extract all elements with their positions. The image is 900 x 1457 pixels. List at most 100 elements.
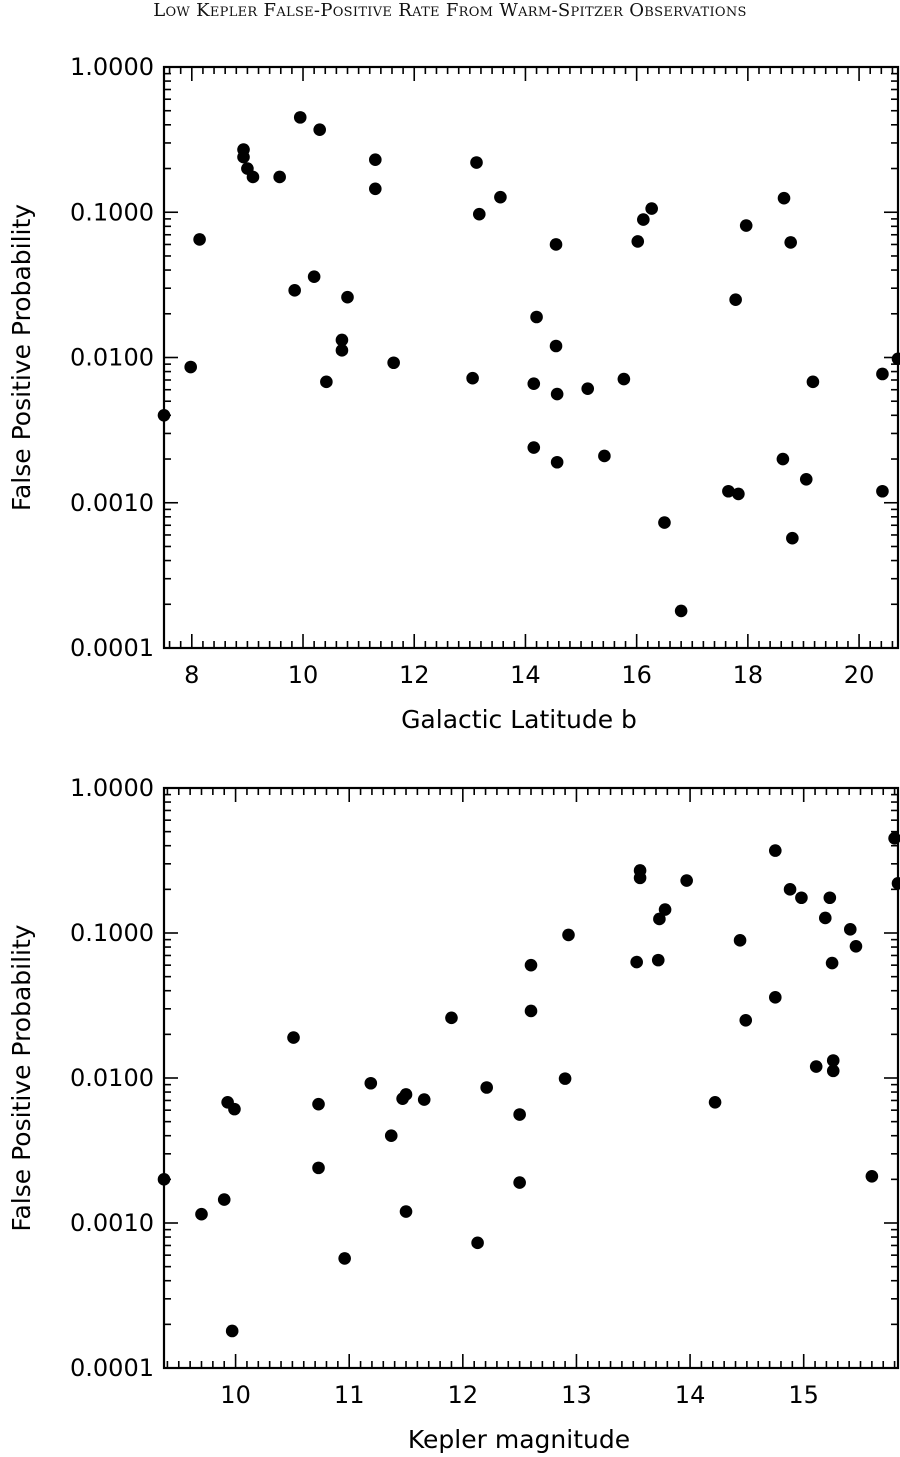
- running-head: Low Kepler False-Positive Rate From Warm…: [153, 0, 747, 21]
- latitude-data-point: [335, 333, 349, 347]
- magnitude-data-point: [818, 911, 832, 925]
- latitude-data-point: [237, 150, 250, 164]
- latitude-data-point: [784, 236, 797, 249]
- magnitude-x-tick-label: 10: [220, 1381, 251, 1409]
- magnitude-data-point: [524, 958, 538, 972]
- latitude-data-point: [335, 344, 349, 357]
- magnitude-data-point: [399, 1088, 413, 1101]
- magnitude-data-point: [513, 1176, 526, 1189]
- magnitude-y-tick-label: 0.0010: [70, 1209, 154, 1237]
- magnitude-data-point: [651, 953, 665, 967]
- magnitude-data-point: [445, 1011, 458, 1025]
- latitude-data-point: [581, 382, 595, 395]
- latitude-data-point: [549, 339, 563, 353]
- latitude-data-point: [732, 487, 745, 501]
- latitude-data-point: [320, 375, 333, 389]
- magnitude-data-point: [653, 912, 666, 926]
- latitude-data-point: [645, 202, 658, 215]
- latitude-data-point: [777, 191, 791, 205]
- magnitude-y-tick-label: 0.0001: [70, 1354, 154, 1382]
- latitude-data-point: [369, 182, 382, 196]
- magnitude-data-point: [680, 874, 693, 887]
- latitude-data-point: [631, 235, 645, 248]
- magnitude-data-point: [823, 891, 837, 905]
- latitude-data-point: [739, 219, 753, 232]
- latitude-data-point: [891, 352, 900, 366]
- latitude-data-point: [598, 449, 611, 463]
- magnitude-x-tick-label: 14: [675, 1381, 706, 1409]
- latitude-data-point: [293, 111, 307, 124]
- latitude-y-axis-title: False Positive Probability: [7, 204, 36, 511]
- latitude-data-point: [246, 170, 260, 184]
- latitude-data-point: [193, 233, 206, 246]
- magnitude-data-point: [768, 844, 782, 857]
- magnitude-plot-frame: [162, 786, 900, 1370]
- magnitude-data-point: [783, 883, 797, 896]
- magnitude-data-point: [795, 891, 808, 905]
- latitude-data-point: [288, 284, 301, 297]
- latitude-data-point: [799, 473, 813, 486]
- latitude-data-point: [494, 190, 507, 204]
- magnitude-y-axis-title: False Positive Probability: [7, 924, 36, 1231]
- latitude-data-point: [341, 290, 354, 304]
- magnitude-data-point: [228, 1102, 241, 1116]
- magnitude-data-point: [825, 956, 839, 970]
- magnitude-data-point: [733, 934, 747, 947]
- latitude-x-axis-title: Galactic Latitude b: [401, 705, 637, 734]
- latitude-data-point: [729, 293, 742, 306]
- latitude-data-point: [157, 409, 171, 422]
- latitude-x-tick-label: 8: [184, 661, 199, 689]
- latitude-data-point: [637, 213, 650, 226]
- latitude-data-point: [184, 360, 197, 374]
- latitude-data-point: [722, 484, 735, 498]
- latitude-data-point: [387, 356, 400, 370]
- latitude-data-point: [550, 387, 564, 401]
- magnitude-y-tick-label: 0.0100: [70, 1064, 154, 1092]
- magnitude-data-point: [739, 1013, 753, 1027]
- magnitude-data-point: [849, 939, 863, 953]
- magnitude-data-point: [558, 1072, 572, 1085]
- magnitude-data-point: [157, 1173, 171, 1186]
- latitude-x-tick-label: 18: [733, 661, 764, 689]
- magnitude-data-point: [471, 1236, 484, 1250]
- latitude-x-tick-label: 10: [288, 661, 319, 689]
- magnitude-data-point: [809, 1060, 823, 1073]
- latitude-data-point: [658, 516, 671, 529]
- latitude-y-tick-label: 0.0010: [70, 489, 154, 517]
- latitude-data-point: [313, 123, 326, 137]
- magnitude-data-point: [768, 991, 782, 1004]
- latitude-scatter-panel: 1.0000 0.1000 0.0100 0.0010 0.0001 8 10 12 14 16 1…: [7, 53, 900, 734]
- magnitude-x-tick-label: 11: [334, 1381, 365, 1409]
- kepler-magnitude-scatter-panel: 1.0000 0.1000 0.0100 0.0010 0.0001 10 11 12 13 14…: [7, 774, 900, 1454]
- latitude-data-point: [674, 604, 688, 618]
- magnitude-data-point: [891, 877, 900, 890]
- magnitude-x-tick-label: 12: [448, 1381, 479, 1409]
- magnitude-data-point: [826, 1054, 840, 1067]
- latitude-data-point: [876, 367, 889, 381]
- latitude-y-tick-label: 0.0001: [70, 634, 154, 662]
- latitude-data-point: [786, 531, 799, 545]
- latitude-y-tick-label: 1.0000: [70, 53, 154, 81]
- latitude-data-point: [470, 156, 483, 169]
- magnitude-data-point: [217, 1193, 231, 1206]
- magnitude-data-point: [843, 923, 857, 936]
- latitude-data-point: [307, 270, 321, 283]
- magnitude-data-point: [399, 1205, 413, 1218]
- magnitude-data-point: [524, 1004, 538, 1018]
- latitude-data-point: [549, 238, 563, 251]
- magnitude-y-tick-label: 0.1000: [70, 919, 154, 947]
- magnitude-data-point: [826, 1064, 840, 1078]
- latitude-x-tick-label: 12: [399, 661, 430, 689]
- latitude-data-point: [530, 310, 543, 324]
- magnitude-y-tick-label: 1.0000: [70, 774, 154, 802]
- magnitude-x-tick-label: 15: [788, 1381, 819, 1409]
- magnitude-data-point: [562, 928, 575, 942]
- magnitude-data-point: [338, 1252, 351, 1265]
- latitude-data-point: [466, 371, 479, 385]
- latitude-x-tick-label: 20: [844, 661, 875, 689]
- latitude-data-point: [527, 377, 541, 391]
- magnitude-data-point: [195, 1207, 208, 1221]
- latitude-data-point: [550, 455, 564, 469]
- latitude-data-point: [273, 170, 286, 184]
- latitude-data-point: [876, 484, 889, 498]
